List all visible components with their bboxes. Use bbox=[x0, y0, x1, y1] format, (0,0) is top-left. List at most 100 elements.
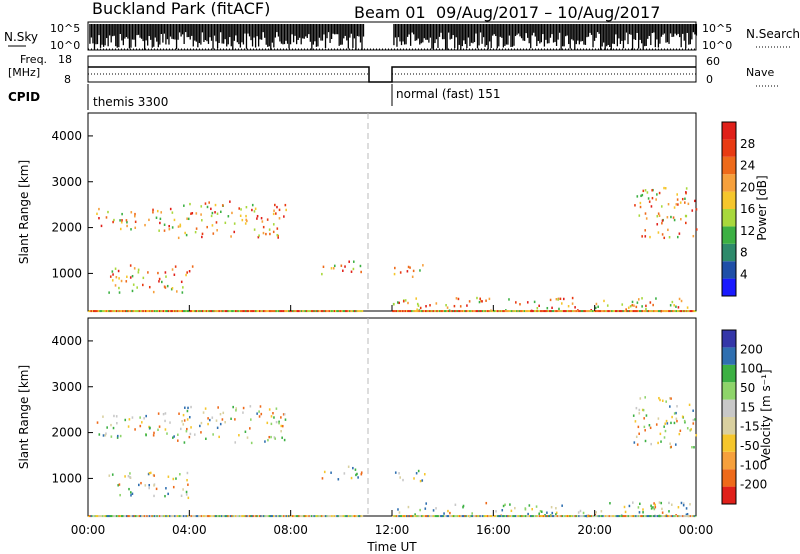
range-cell bbox=[96, 421, 99, 424]
range-cell bbox=[186, 418, 189, 421]
range-cell bbox=[536, 307, 539, 310]
range-cell bbox=[395, 310, 398, 313]
colorbar-tick-label: 16 bbox=[740, 202, 755, 216]
range-cell bbox=[250, 310, 252, 313]
colorbar-swatch bbox=[722, 330, 736, 348]
range-cell bbox=[673, 206, 676, 209]
range-cell bbox=[258, 415, 261, 418]
nsky-bar bbox=[350, 24, 353, 34]
range-cell bbox=[360, 473, 363, 476]
nsky-bar bbox=[593, 24, 596, 41]
range-cell bbox=[153, 484, 155, 487]
range-cell bbox=[167, 515, 170, 518]
range-cell bbox=[631, 300, 634, 304]
range-cell bbox=[552, 310, 555, 313]
range-cell bbox=[646, 310, 649, 313]
range-cell bbox=[416, 310, 418, 313]
range-cell bbox=[187, 496, 190, 500]
range-cell bbox=[509, 503, 511, 506]
range-cell bbox=[340, 310, 342, 313]
range-cell bbox=[141, 310, 143, 313]
range-cell bbox=[233, 310, 236, 313]
freq-label-1: Freq. bbox=[20, 53, 47, 66]
date-range: 09/Aug/2017 – 10/Aug/2017 bbox=[436, 3, 660, 22]
range-cell bbox=[279, 310, 281, 313]
range-cell bbox=[526, 310, 528, 313]
range-cell bbox=[576, 515, 579, 518]
range-cell bbox=[343, 472, 346, 475]
range-cell bbox=[694, 418, 696, 421]
range-cell bbox=[675, 515, 678, 518]
range-cell bbox=[130, 228, 132, 231]
range-cell bbox=[405, 310, 408, 313]
range-cell bbox=[96, 212, 98, 216]
range-cell bbox=[94, 515, 96, 518]
range-cell bbox=[360, 515, 362, 518]
range-cell bbox=[636, 195, 639, 198]
nsky-tick-top: 10^5 bbox=[50, 22, 80, 35]
range-cell bbox=[559, 515, 561, 518]
nsky-bar bbox=[226, 24, 228, 47]
range-cell bbox=[152, 310, 155, 313]
range-cell bbox=[283, 310, 285, 313]
range-cell bbox=[578, 515, 580, 518]
range-cell bbox=[689, 310, 692, 313]
range-cell bbox=[642, 408, 645, 412]
range-cell bbox=[409, 266, 411, 269]
range-cell bbox=[212, 310, 214, 313]
nsky-bar bbox=[451, 24, 453, 39]
range-cell bbox=[445, 515, 447, 518]
range-cell bbox=[504, 503, 506, 506]
range-cell bbox=[148, 483, 151, 487]
range-cell bbox=[634, 420, 637, 423]
range-cell bbox=[478, 300, 481, 304]
range-cell bbox=[561, 310, 564, 313]
range-cell bbox=[270, 422, 273, 426]
range-cell bbox=[417, 469, 420, 473]
nsky-bar bbox=[437, 24, 439, 48]
range-cell bbox=[323, 515, 326, 518]
range-cell bbox=[561, 504, 563, 507]
range-cell bbox=[245, 214, 247, 218]
nsky-bar bbox=[555, 24, 558, 46]
nsky-bar bbox=[92, 24, 94, 44]
range-cell bbox=[115, 515, 118, 518]
nsky-bar bbox=[543, 24, 546, 47]
range-cell bbox=[244, 222, 247, 225]
nsky-bar bbox=[306, 24, 308, 38]
range-cell bbox=[641, 297, 643, 300]
range-cell bbox=[647, 515, 650, 518]
range-cell bbox=[222, 310, 224, 313]
nsky-bar bbox=[622, 24, 625, 49]
nsky-bar bbox=[631, 24, 634, 50]
nsky-bar bbox=[466, 24, 468, 49]
nsky-bar bbox=[691, 24, 693, 40]
nsky-bar bbox=[642, 24, 644, 50]
range-cell bbox=[509, 515, 512, 518]
range-cell bbox=[281, 424, 284, 428]
range-cell bbox=[217, 310, 219, 313]
nsky-bar bbox=[452, 24, 454, 36]
range-cell bbox=[259, 405, 262, 408]
range-cell bbox=[423, 310, 426, 313]
range-cell bbox=[228, 310, 231, 313]
nsky-bar bbox=[181, 24, 184, 35]
nsky-bar bbox=[136, 24, 138, 36]
nsky-bar bbox=[498, 24, 500, 47]
range-cell bbox=[502, 504, 505, 508]
range-cell bbox=[207, 310, 209, 313]
range-cell bbox=[182, 488, 184, 491]
range-cell bbox=[190, 515, 193, 518]
nsky-bar bbox=[540, 24, 543, 43]
range-cell bbox=[145, 310, 147, 313]
nsky-bar bbox=[244, 24, 246, 34]
range-cell bbox=[144, 484, 147, 487]
range-cell bbox=[411, 515, 413, 518]
range-cell bbox=[205, 310, 208, 313]
range-cell bbox=[606, 304, 609, 307]
range-cell bbox=[262, 231, 265, 235]
colorbar-swatch bbox=[722, 486, 736, 504]
nsky-bar bbox=[479, 24, 482, 33]
range-cell bbox=[337, 310, 340, 313]
range-cell bbox=[169, 207, 172, 211]
